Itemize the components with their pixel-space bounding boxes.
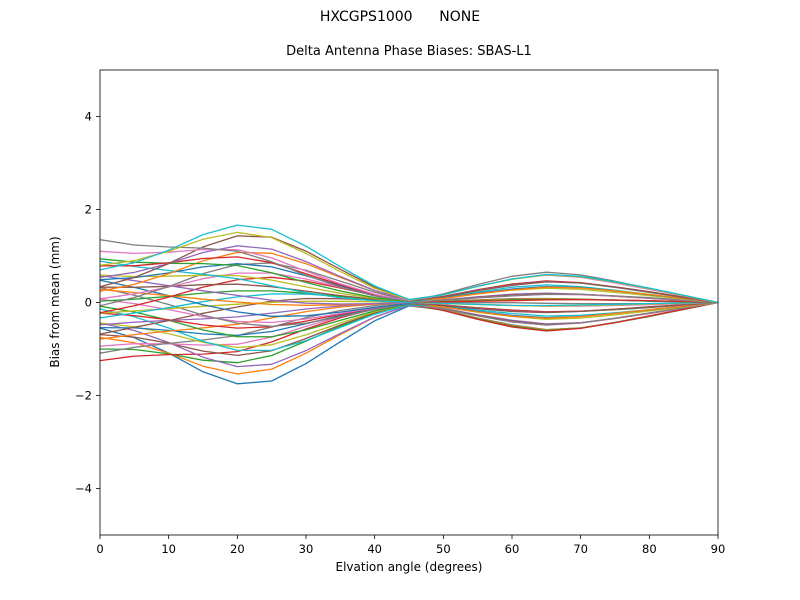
- series-line: [99, 301, 719, 354]
- x-tick-label: 50: [436, 542, 451, 556]
- axes-border: [99, 69, 719, 536]
- x-axis-label: Elvation angle (degrees): [335, 560, 483, 574]
- x-tick-label: 30: [299, 542, 314, 556]
- x-tick-label: 80: [642, 542, 657, 556]
- x-tick-label: 60: [505, 542, 520, 556]
- chart-title: HXCGPS1000 NONE: [319, 9, 481, 25]
- y-tick-label: −4: [75, 482, 92, 496]
- x-tick-label: 20: [230, 542, 245, 556]
- y-tick-label: 0: [85, 296, 92, 310]
- series-line: [99, 301, 719, 362]
- x-tick-label: 40: [367, 542, 382, 556]
- y-axis-label: Bias from mean (mm): [48, 236, 62, 368]
- x-tick-label: 0: [96, 542, 103, 556]
- y-tick-label: 4: [85, 110, 92, 124]
- x-tick-label: 90: [711, 542, 726, 556]
- x-tick-label: 70: [573, 542, 588, 556]
- series-line: [99, 224, 719, 304]
- y-tick-label: 2: [85, 203, 92, 217]
- x-tick-label: 10: [161, 542, 176, 556]
- y-tick-label: −2: [75, 389, 92, 403]
- chart-subtitle: Delta Antenna Phase Biases: SBAS-L1: [286, 44, 532, 59]
